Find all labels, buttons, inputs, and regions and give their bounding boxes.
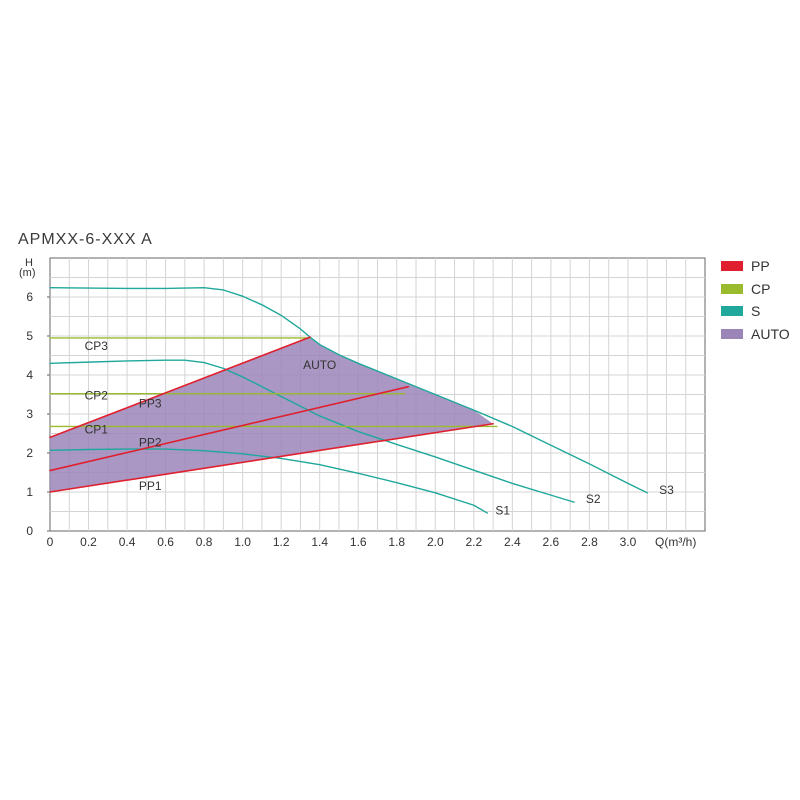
series-line-pp2 [49,385,410,472]
annotation-layer: CP3 CP2 PP3 CP1 PP2 PP1 AUTO S1 S2 S3 [85,339,675,518]
legend-item-pp: PP [721,255,790,278]
x-tick-label-1-6: 1.6 [350,535,367,549]
chart-title: APMXX-6-XXX A [18,231,153,248]
series-layer [49,286,648,514]
annotation-pp1: PP1 [139,479,162,493]
annotation-s3: S3 [659,483,674,497]
series-line-pp1 [49,422,494,493]
tick-layer: 0 0.2 0.4 0.6 0.8 1.0 1.2 1.4 1.6 1.8 2.0 2.2 2.4 2.6… [26,290,636,549]
legend-swatch-s [721,306,743,317]
x-tick-label-1-4: 1.4 [311,535,328,549]
series-line-pp3 [49,336,311,439]
legend-swatch-auto [721,328,743,339]
x-tick-label-0: 0 [47,535,54,549]
axis-layer: H (m) Q(m³/h) [19,257,696,549]
annotation-pp3: PP3 [139,396,162,410]
series-line-s3 [49,286,648,494]
x-tick-label-2-4: 2.4 [504,535,521,549]
x-tick-label-0-4: 0.4 [119,535,136,549]
y-tick-label-3: 3 [26,407,33,421]
y-tick-label-5: 5 [26,329,33,343]
x-tick-label-3-0: 3.0 [620,535,637,549]
legend-label-cp: CP [751,280,771,297]
x-tick-label-0-2: 0.2 [80,535,97,549]
annotation-cp2: CP2 [85,389,109,403]
auto-area [50,337,494,492]
annotation-cp1: CP1 [85,423,109,437]
y-tick-label-1: 1 [26,485,33,499]
x-tick-label-0-6: 0.6 [157,535,174,549]
y-tick-label-2: 2 [26,446,33,460]
y-tick-label-0: 0 [26,524,33,538]
series-line-s1 [49,448,489,514]
x-axis-label: Q(m³/h) [655,535,696,549]
y-axis-label-unit: (m) [19,267,36,279]
x-tick-label-1-0: 1.0 [234,535,251,549]
y-axis-label-top: H [25,257,33,269]
annotation-pp2: PP2 [139,435,162,449]
x-tick-label-2-8: 2.8 [581,535,598,549]
legend: PP CP S AUTO [721,255,790,345]
x-tick-label-2-0: 2.0 [427,535,444,549]
annotation-auto: AUTO [303,358,336,372]
series-line-s2 [49,359,575,503]
annotation-cp3: CP3 [85,339,109,353]
x-tick-label-2-6: 2.6 [543,535,560,549]
legend-label-auto: AUTO [751,325,790,342]
x-tick-label-1-8: 1.8 [388,535,405,549]
legend-item-s: S [721,300,790,323]
y-tick-label-6: 6 [26,290,33,304]
annotation-s2: S2 [586,492,601,506]
x-tick-label-2-2: 2.2 [465,535,482,549]
x-tick-label-1-2: 1.2 [273,535,290,549]
legend-item-auto: AUTO [721,323,790,346]
area-layer [50,337,494,492]
legend-item-cp: CP [721,278,790,301]
legend-label-pp: PP [751,258,770,275]
annotation-s1: S1 [495,504,510,518]
x-tick-label-0-8: 0.8 [196,535,213,549]
legend-swatch-pp [721,261,743,272]
y-tick-label-4: 4 [26,368,33,382]
legend-label-s: S [751,303,761,320]
legend-swatch-cp [721,283,743,294]
